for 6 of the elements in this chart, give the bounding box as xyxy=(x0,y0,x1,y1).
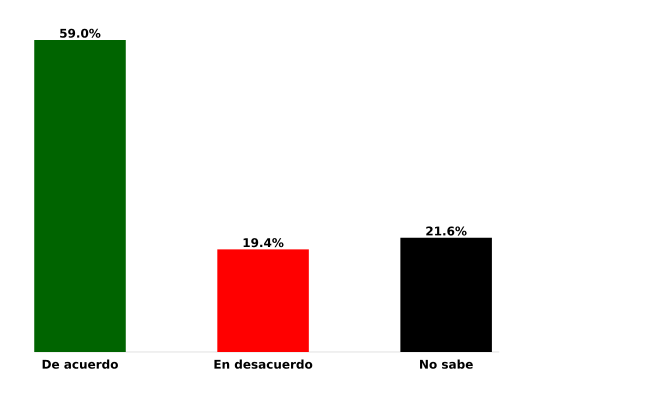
x-tick-label: En desacuerdo xyxy=(214,360,312,369)
x-tick-label: No sabe xyxy=(420,360,473,369)
data-label: 21.6% xyxy=(426,226,467,236)
x-tick-label: De acuerdo xyxy=(42,360,118,369)
data-label: 59.0% xyxy=(60,28,100,38)
data-label: 19.4% xyxy=(244,238,284,248)
